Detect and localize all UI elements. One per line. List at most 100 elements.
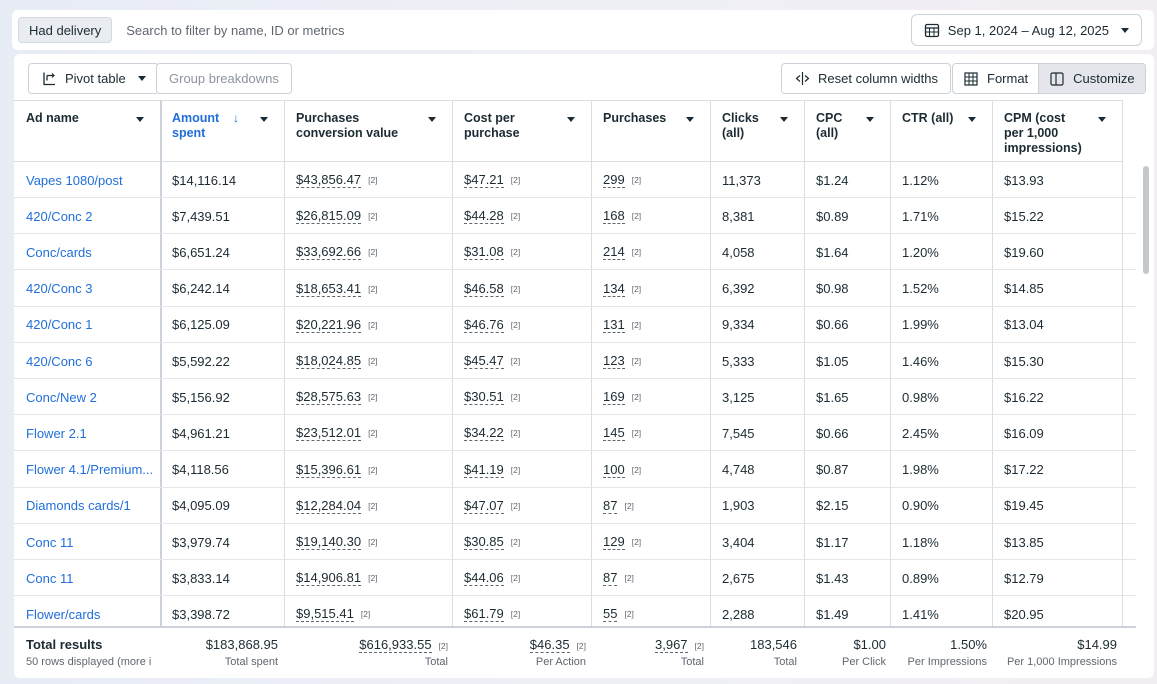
- cell-value[interactable]: $18,653.41: [296, 280, 362, 297]
- ad-name-link[interactable]: Flower 4.1/Premium...: [26, 462, 154, 478]
- cell-value[interactable]: $43,856.47: [296, 172, 362, 188]
- chevron-down-icon[interactable]: [422, 109, 442, 129]
- table-row[interactable]: Conc/cards $6,651.24 $33,692.66 [2] $31.08 [2…: [14, 234, 1136, 271]
- date-range-picker[interactable]: Sep 1, 2024 – Aug 12, 2025: [910, 14, 1142, 46]
- table-row[interactable]: 420/Conc 1 $6,125.09 $20,221.96 [2] $46.76 [2…: [14, 307, 1136, 343]
- cell-value[interactable]: 168: [603, 208, 625, 225]
- ad-name-link[interactable]: Vapes 1080/post: [26, 172, 123, 188]
- cell-ad-name: Flower 4.1/Premium...: [26, 452, 156, 488]
- cell-amount-spent: $6,125.09: [172, 307, 280, 343]
- chevron-down-icon[interactable]: [680, 109, 700, 129]
- cell-value[interactable]: $30.85: [464, 534, 504, 550]
- table-row[interactable]: Conc/New 2 $5,156.92 $28,575.63 [2] $30.51 [2…: [14, 379, 1136, 416]
- cell-value[interactable]: $46.58: [464, 280, 504, 297]
- reset-column-widths-button[interactable]: Reset column widths: [781, 63, 951, 94]
- cell-ctr-all: 1.52%: [902, 271, 988, 307]
- pivot-table-button[interactable]: Pivot table: [28, 63, 159, 94]
- cell-value[interactable]: $20,221.96: [296, 316, 362, 333]
- vertical-scrollbar[interactable]: [1143, 166, 1149, 274]
- ad-name-link[interactable]: 420/Conc 3: [26, 281, 93, 297]
- cell-value[interactable]: 129: [603, 534, 625, 550]
- cell-value[interactable]: $46.76: [464, 316, 504, 333]
- cell-value[interactable]: $12,284.04: [296, 497, 362, 514]
- total-value-value[interactable]: $616,933.55: [359, 637, 432, 653]
- ad-name-link[interactable]: 420/Conc 6: [26, 353, 93, 369]
- cell-value[interactable]: 299: [603, 172, 625, 188]
- chevron-down-icon[interactable]: [254, 109, 274, 129]
- filter-chip-had-delivery[interactable]: Had delivery: [18, 17, 113, 43]
- cell-value[interactable]: $34.22: [464, 425, 504, 442]
- cell-value[interactable]: 87: [603, 497, 618, 514]
- chevron-down-icon[interactable]: [130, 109, 150, 129]
- cell-value[interactable]: 55: [603, 606, 618, 623]
- table-row[interactable]: Diamonds cards/1 $4,095.09 $12,284.04 [2] $4…: [14, 488, 1136, 524]
- column-header-cost-per-purchase[interactable]: Cost per purchase: [452, 100, 591, 162]
- cell-value: 1.99%: [902, 317, 939, 333]
- table-row[interactable]: Flower 4.1/Premium... $4,118.56 $15,396.61…: [14, 452, 1136, 488]
- cell-value[interactable]: 214: [603, 244, 625, 261]
- column-header-purchases-conversion-value[interactable]: Purchases conversion value: [284, 100, 452, 162]
- cell-value[interactable]: 131: [603, 316, 625, 333]
- total-cpp-value[interactable]: $46.35: [529, 637, 570, 653]
- cell-value[interactable]: $47.07: [464, 497, 504, 514]
- table-row[interactable]: 420/Conc 3 $6,242.14 $18,653.41 [2] $46.58 [2…: [14, 271, 1136, 307]
- cell-value[interactable]: $33,692.66: [296, 244, 362, 261]
- cell-value[interactable]: $45.47: [464, 353, 504, 369]
- ad-name-link[interactable]: Conc/cards: [26, 244, 92, 260]
- ad-name-link[interactable]: Conc 11: [26, 534, 74, 550]
- total-purchases-value[interactable]: 3,967: [655, 637, 688, 653]
- cell-amount-spent: $4,961.21: [172, 415, 280, 451]
- cell-value[interactable]: $44.28: [464, 208, 504, 225]
- column-header-amount-spent[interactable]: Amount spent ↓: [160, 100, 284, 162]
- ad-name-link[interactable]: Conc/New 2: [26, 389, 97, 405]
- cell-value[interactable]: 123: [603, 353, 625, 369]
- ad-name-link[interactable]: Flower 2.1: [26, 425, 87, 441]
- chevron-down-icon[interactable]: [962, 109, 982, 129]
- cell-value[interactable]: 100: [603, 461, 625, 478]
- table-row[interactable]: Conc 11 $3,979.74 $19,140.30 [2] $30.85 [2] 12…: [14, 524, 1136, 560]
- cell-value[interactable]: $14,906.81: [296, 570, 362, 587]
- cell-value[interactable]: 87: [603, 570, 618, 587]
- cell-value[interactable]: $19,140.30: [296, 534, 362, 550]
- column-header-cpm[interactable]: CPM (cost per 1,000 impressions): [992, 100, 1122, 162]
- chevron-down-icon[interactable]: [774, 109, 794, 129]
- chevron-down-icon[interactable]: [860, 109, 880, 129]
- cell-value[interactable]: $30.51: [464, 389, 504, 406]
- cell-value[interactable]: $41.19: [464, 461, 504, 478]
- ad-name-link[interactable]: 420/Conc 1: [26, 317, 93, 333]
- format-button[interactable]: Format: [953, 64, 1038, 93]
- cell-value[interactable]: $44.06: [464, 570, 504, 587]
- cell-value[interactable]: $61.79: [464, 606, 504, 623]
- ad-name-link[interactable]: Flower/cards: [26, 606, 101, 622]
- table-row[interactable]: Conc 11 $3,833.14 $14,906.81 [2] $44.06 [2] 87…: [14, 560, 1136, 597]
- table-row[interactable]: Vapes 1080/post $14,116.14 $43,856.47 [2] $4…: [14, 162, 1136, 198]
- attribution-tag: [2]: [510, 428, 521, 439]
- column-header-ctr-all[interactable]: CTR (all): [890, 100, 992, 162]
- column-header-ad-name[interactable]: Ad name: [14, 100, 160, 162]
- cell-value[interactable]: $26,815.09: [296, 208, 362, 225]
- ad-name-link[interactable]: Conc 11: [26, 570, 74, 586]
- table-row[interactable]: 420/Conc 2 $7,439.51 $26,815.09 [2] $44.28 [2…: [14, 198, 1136, 235]
- cell-value[interactable]: $15,396.61: [296, 461, 362, 478]
- table-row[interactable]: Flower 2.1 $4,961.21 $23,512.01 [2] $34.22 [2…: [14, 415, 1136, 452]
- cell-value[interactable]: $47.21: [464, 172, 504, 188]
- column-header-purchases[interactable]: Purchases: [591, 100, 710, 162]
- cell-value[interactable]: 169: [603, 389, 625, 406]
- cell-value[interactable]: 145: [603, 425, 625, 442]
- column-header-clicks-all[interactable]: Clicks (all): [710, 100, 804, 162]
- cell-value[interactable]: $18,024.85: [296, 353, 362, 369]
- chevron-down-icon[interactable]: [561, 109, 581, 129]
- search-input[interactable]: Search to filter by name, ID or metrics: [126, 22, 345, 38]
- cell-value[interactable]: $28,575.63: [296, 389, 362, 406]
- cell-value[interactable]: $23,512.01: [296, 425, 362, 442]
- cell-value[interactable]: $9,515.41: [296, 606, 354, 623]
- table-row[interactable]: 420/Conc 6 $5,592.22 $18,024.85 [2] $45.47 [2…: [14, 343, 1136, 379]
- ad-name-link[interactable]: 420/Conc 2: [26, 208, 93, 224]
- chevron-down-icon[interactable]: [1092, 109, 1112, 129]
- column-header-cpc-all[interactable]: CPC (all): [804, 100, 890, 162]
- cell-value[interactable]: 134: [603, 280, 625, 297]
- ad-name-link[interactable]: Diamonds cards/1: [26, 498, 131, 514]
- cell-value[interactable]: $31.08: [464, 244, 504, 261]
- group-breakdowns-button[interactable]: Group breakdowns: [156, 63, 292, 94]
- customize-button[interactable]: Customize: [1038, 64, 1145, 93]
